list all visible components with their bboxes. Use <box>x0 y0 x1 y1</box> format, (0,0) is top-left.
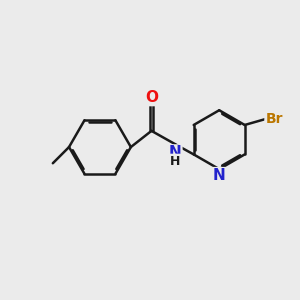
Text: O: O <box>145 90 158 105</box>
Text: N: N <box>213 168 226 183</box>
Text: H: H <box>170 155 180 168</box>
Text: Br: Br <box>266 112 283 126</box>
Text: N: N <box>169 146 182 160</box>
